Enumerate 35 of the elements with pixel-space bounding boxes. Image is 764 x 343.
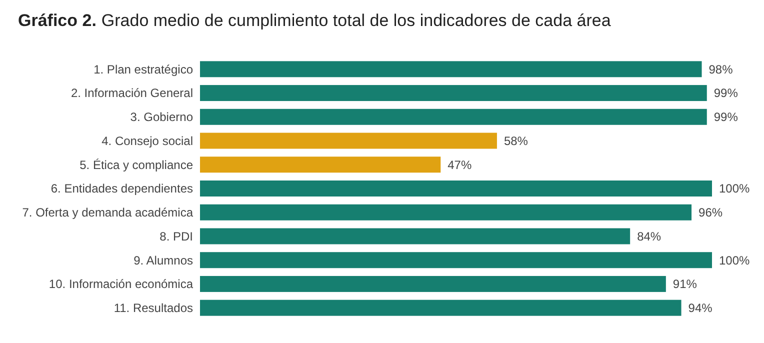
y-tick-label: 8. PDI: [160, 229, 193, 244]
chart-subtitle: Grado medio de cumplimiento total de los indicadores de cada área: [101, 11, 612, 30]
y-tick-label: 5. Ética y compliance: [80, 158, 194, 172]
data-label: 84%: [637, 229, 662, 244]
bar: [200, 252, 712, 268]
data-label: 91%: [672, 277, 698, 292]
bar: [200, 156, 441, 173]
bar: [200, 228, 630, 244]
bar: [200, 132, 497, 149]
y-tick-label: 6. Entidades dependientes: [50, 182, 193, 196]
y-tick-label: 3. Gobierno: [130, 110, 194, 124]
bar: [200, 85, 707, 102]
data-label: 98%: [708, 62, 734, 76]
bar: [200, 61, 702, 78]
data-label: 58%: [504, 134, 528, 148]
y-tick-label: 11. Resultados: [114, 301, 193, 316]
bar: [200, 108, 707, 125]
data-label: 94%: [688, 301, 713, 316]
data-label: 99%: [714, 110, 738, 124]
y-tick-label: 10. Información económica: [48, 277, 194, 292]
data-label: 96%: [698, 206, 723, 220]
bar: [200, 300, 682, 316]
y-tick-label: 7. Oferta y demanda académica: [22, 206, 194, 220]
data-label: 100%: [719, 182, 750, 196]
bar: [200, 276, 666, 292]
text: Gráfico 2.: [18, 11, 96, 30]
y-tick-label: 2. Información General: [70, 86, 193, 100]
bar: [200, 180, 712, 196]
data-label: 47%: [448, 158, 472, 172]
data-label: 100%: [719, 253, 750, 268]
y-tick-label: 9. Alumnos: [134, 253, 193, 268]
bar: [200, 204, 692, 220]
data-label: 99%: [714, 86, 738, 100]
y-tick-label: 1. Plan estratégico: [94, 62, 194, 76]
y-tick-label: 4. Consejo social: [102, 134, 193, 148]
